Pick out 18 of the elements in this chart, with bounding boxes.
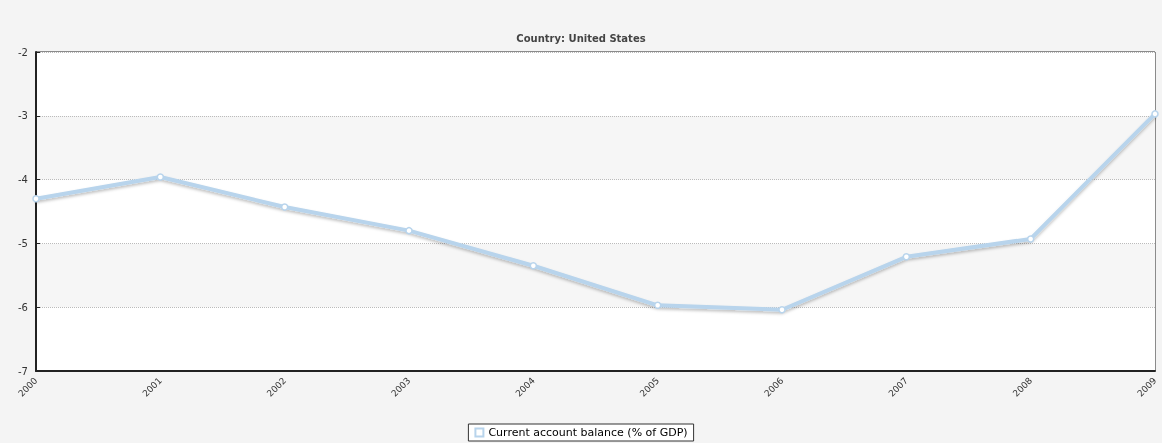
y-tick-label: -3: [18, 110, 28, 122]
legend-label: Current account balance (% of GDP): [488, 426, 688, 439]
y-tick-label: -2: [18, 46, 28, 58]
y-tick-label: -7: [18, 365, 28, 377]
y-tick-label: -6: [18, 301, 28, 313]
point: [32, 194, 40, 203]
point: [156, 173, 165, 181]
point: [902, 253, 911, 261]
point: [1026, 235, 1035, 243]
point: [280, 203, 289, 211]
point: [653, 301, 662, 310]
y-tick-label: -4: [18, 174, 28, 186]
point: [1151, 110, 1159, 118]
point: [778, 306, 786, 314]
point: [529, 261, 538, 270]
point: [405, 226, 413, 235]
y-tick-label: -5: [18, 237, 28, 249]
chart-title: Country: United States: [516, 32, 646, 44]
